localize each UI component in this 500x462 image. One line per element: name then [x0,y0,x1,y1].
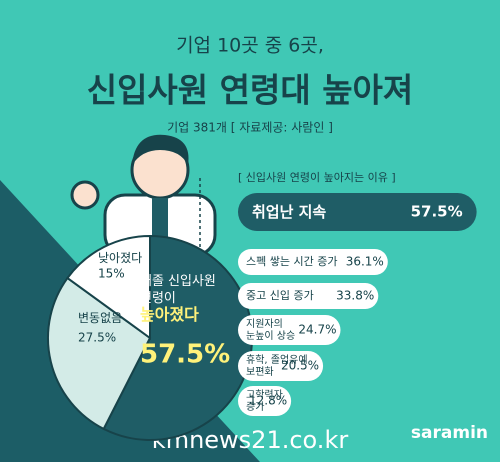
bar [238,193,477,231]
value-label: 24.7% [298,323,336,337]
label: 중고 신입 증가 [246,289,314,302]
label-line: 고학력자 [246,389,283,401]
value-label: 20.5% [281,359,319,373]
label: 변동없음 [78,311,122,325]
value-label: 15% [98,267,125,281]
label: 낮아졌다 [98,251,142,265]
label-line: 대졸 신입사원 [140,274,216,289]
value-label: 27.5% [78,331,116,345]
label-line: 낮아졌다 [98,251,142,265]
bar-chart-title: [ 신입사원 연령이 높아지는 이유 ] [238,171,396,184]
label: 취업난 지속 [252,203,326,221]
brand: saramin [411,423,488,443]
value-label: 33.8% [336,289,374,303]
label: 고학력자 증가 [246,389,283,413]
label: 휴학, 졸업유예 보편화 [246,353,308,378]
value-label: 57.5% [411,203,463,221]
label-line: 휴학, 졸업유예 [246,353,308,366]
label-line: 스펙 쌓는 시간 증가 [246,255,337,268]
title: 신입사원 연령대 높아져 [87,71,414,110]
label-line: 보편화 [246,366,274,378]
label-line: 연령이 [140,291,176,306]
value-label: 36.1% [346,255,384,269]
pie-slice [47,276,152,431]
bar [238,283,379,309]
value-label: 57.5% [140,340,230,370]
subtitle: 기업 381개 [ 자료제공: 사람인 ] [167,121,333,135]
label: 지원자의 눈높이 상승 [246,318,295,342]
label-line: 증가 [246,401,264,413]
bar [238,351,324,381]
label-line: 중고 신입 증가 [246,289,314,302]
label: 스펙 쌓는 시간 증가 [246,255,337,268]
bar [238,386,292,416]
label-line: 지원자의 [246,318,283,330]
value-label: 12.8% [249,394,287,408]
pie-slice [66,234,151,340]
label-line: 눈높이 상승 [246,330,295,342]
bar [238,315,341,345]
label-line: 취업난 지속 [252,203,326,221]
bar [238,249,388,275]
kicker: 기업 10곳 중 6곳, [176,35,324,57]
label-line: 높아졌다 [140,305,199,324]
label-line: 변동없음 [78,311,122,325]
